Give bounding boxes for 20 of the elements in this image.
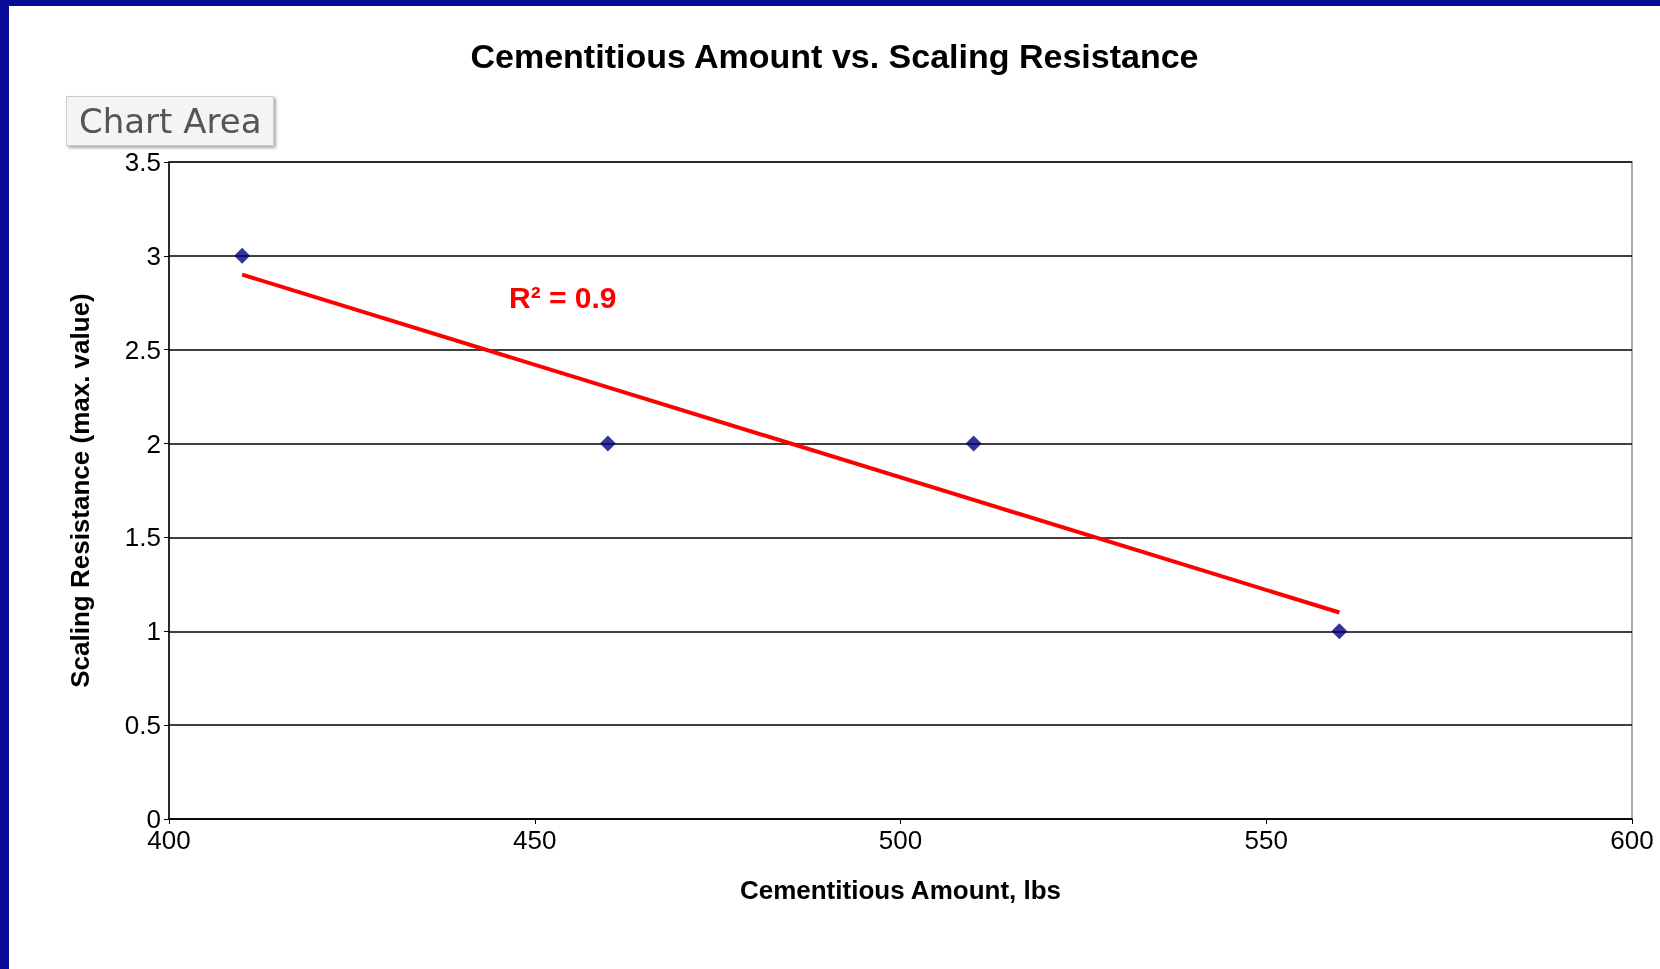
x-tick-label: 600	[1610, 825, 1654, 855]
y-tick-label: 3.5	[124, 147, 161, 177]
point	[599, 435, 616, 452]
chart-title: Cementitious Amount vs. Scaling Resistance	[470, 37, 1199, 75]
point	[1331, 623, 1348, 640]
y-tick-label: 0.5	[124, 710, 161, 741]
x-axis-title: Cementitious Amount, lbs	[739, 875, 1062, 905]
y-tick-label: 1.5	[124, 522, 161, 553]
text: Chart Area	[66, 96, 275, 146]
x-tick-label: 450	[513, 825, 557, 855]
point	[965, 435, 982, 452]
x-tick-label: 550	[1244, 825, 1288, 855]
point	[234, 247, 251, 264]
y-tick-label: 2	[146, 428, 161, 459]
y-tick-label: 2.5	[124, 334, 161, 365]
annotation: R² = 0.9	[509, 280, 617, 314]
y-tick-label: 3	[146, 240, 161, 271]
y-tick-label: 1	[146, 616, 161, 647]
x-tick-label: 500	[878, 825, 923, 855]
y-axis-title: Scaling Resistance (max. value)	[65, 293, 95, 688]
